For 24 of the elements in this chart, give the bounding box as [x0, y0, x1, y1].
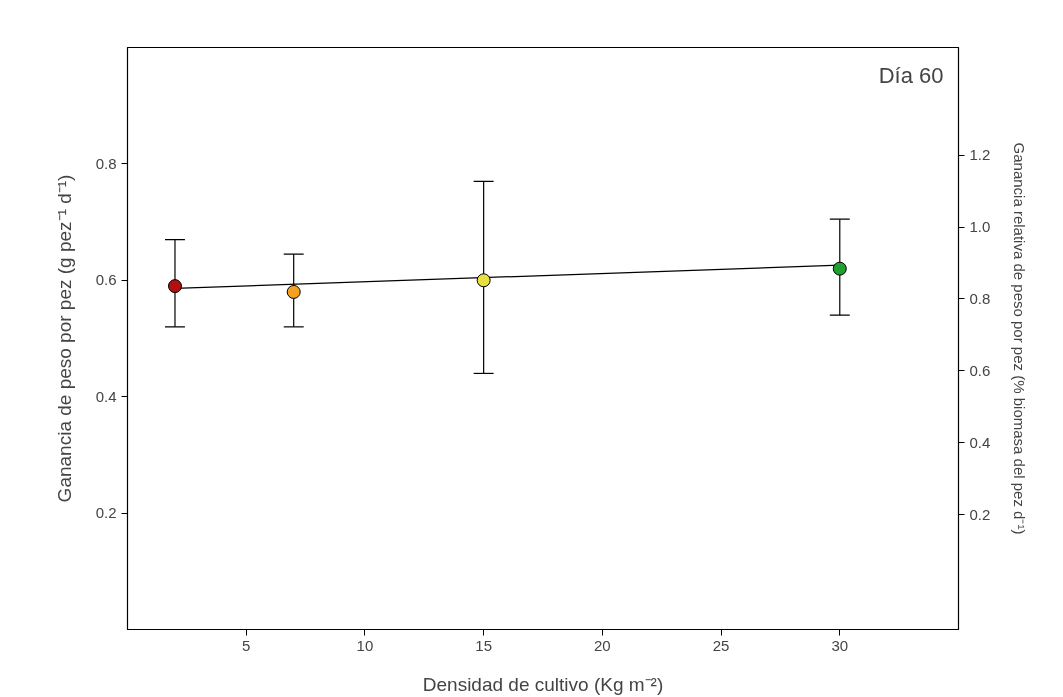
y2-tick-label: 0.2 — [969, 505, 991, 523]
point — [286, 284, 301, 299]
y2-tick-label: 0.4 — [969, 433, 991, 451]
y2-axis-title: Ganancia relativa de peso por pez (% biomasa del pez d⁻¹) — [1011, 142, 1029, 535]
y-tick-label: 0.6 — [95, 271, 117, 289]
y2-tick-label: 1.0 — [969, 218, 991, 236]
point — [832, 261, 847, 276]
y2-tick-label: 0.8 — [969, 289, 991, 307]
x-tick-label: 5 — [242, 636, 251, 654]
x-tick-label: 10 — [356, 636, 374, 654]
x-tick-label: 20 — [594, 636, 611, 654]
x-tick-label: 15 — [475, 636, 492, 654]
y2-tick-label: 0.6 — [969, 361, 991, 379]
y2-tick-label: 1.2 — [969, 146, 991, 164]
annotation: Día 60 — [878, 62, 944, 88]
y-axis-title: Ganancia de peso por pez (g pez⁻¹ d⁻¹) — [53, 174, 75, 503]
y-tick-label: 0.4 — [95, 387, 117, 405]
point — [167, 279, 182, 294]
point — [476, 273, 491, 288]
x-tick-label: 25 — [712, 636, 730, 654]
y-tick-label: 0.2 — [95, 504, 117, 522]
x-tick-label: 30 — [831, 636, 849, 654]
y-tick-label: 0.8 — [95, 154, 117, 172]
x-axis-title: Densidad de cultivo (Kg m⁻²) — [422, 673, 664, 695]
